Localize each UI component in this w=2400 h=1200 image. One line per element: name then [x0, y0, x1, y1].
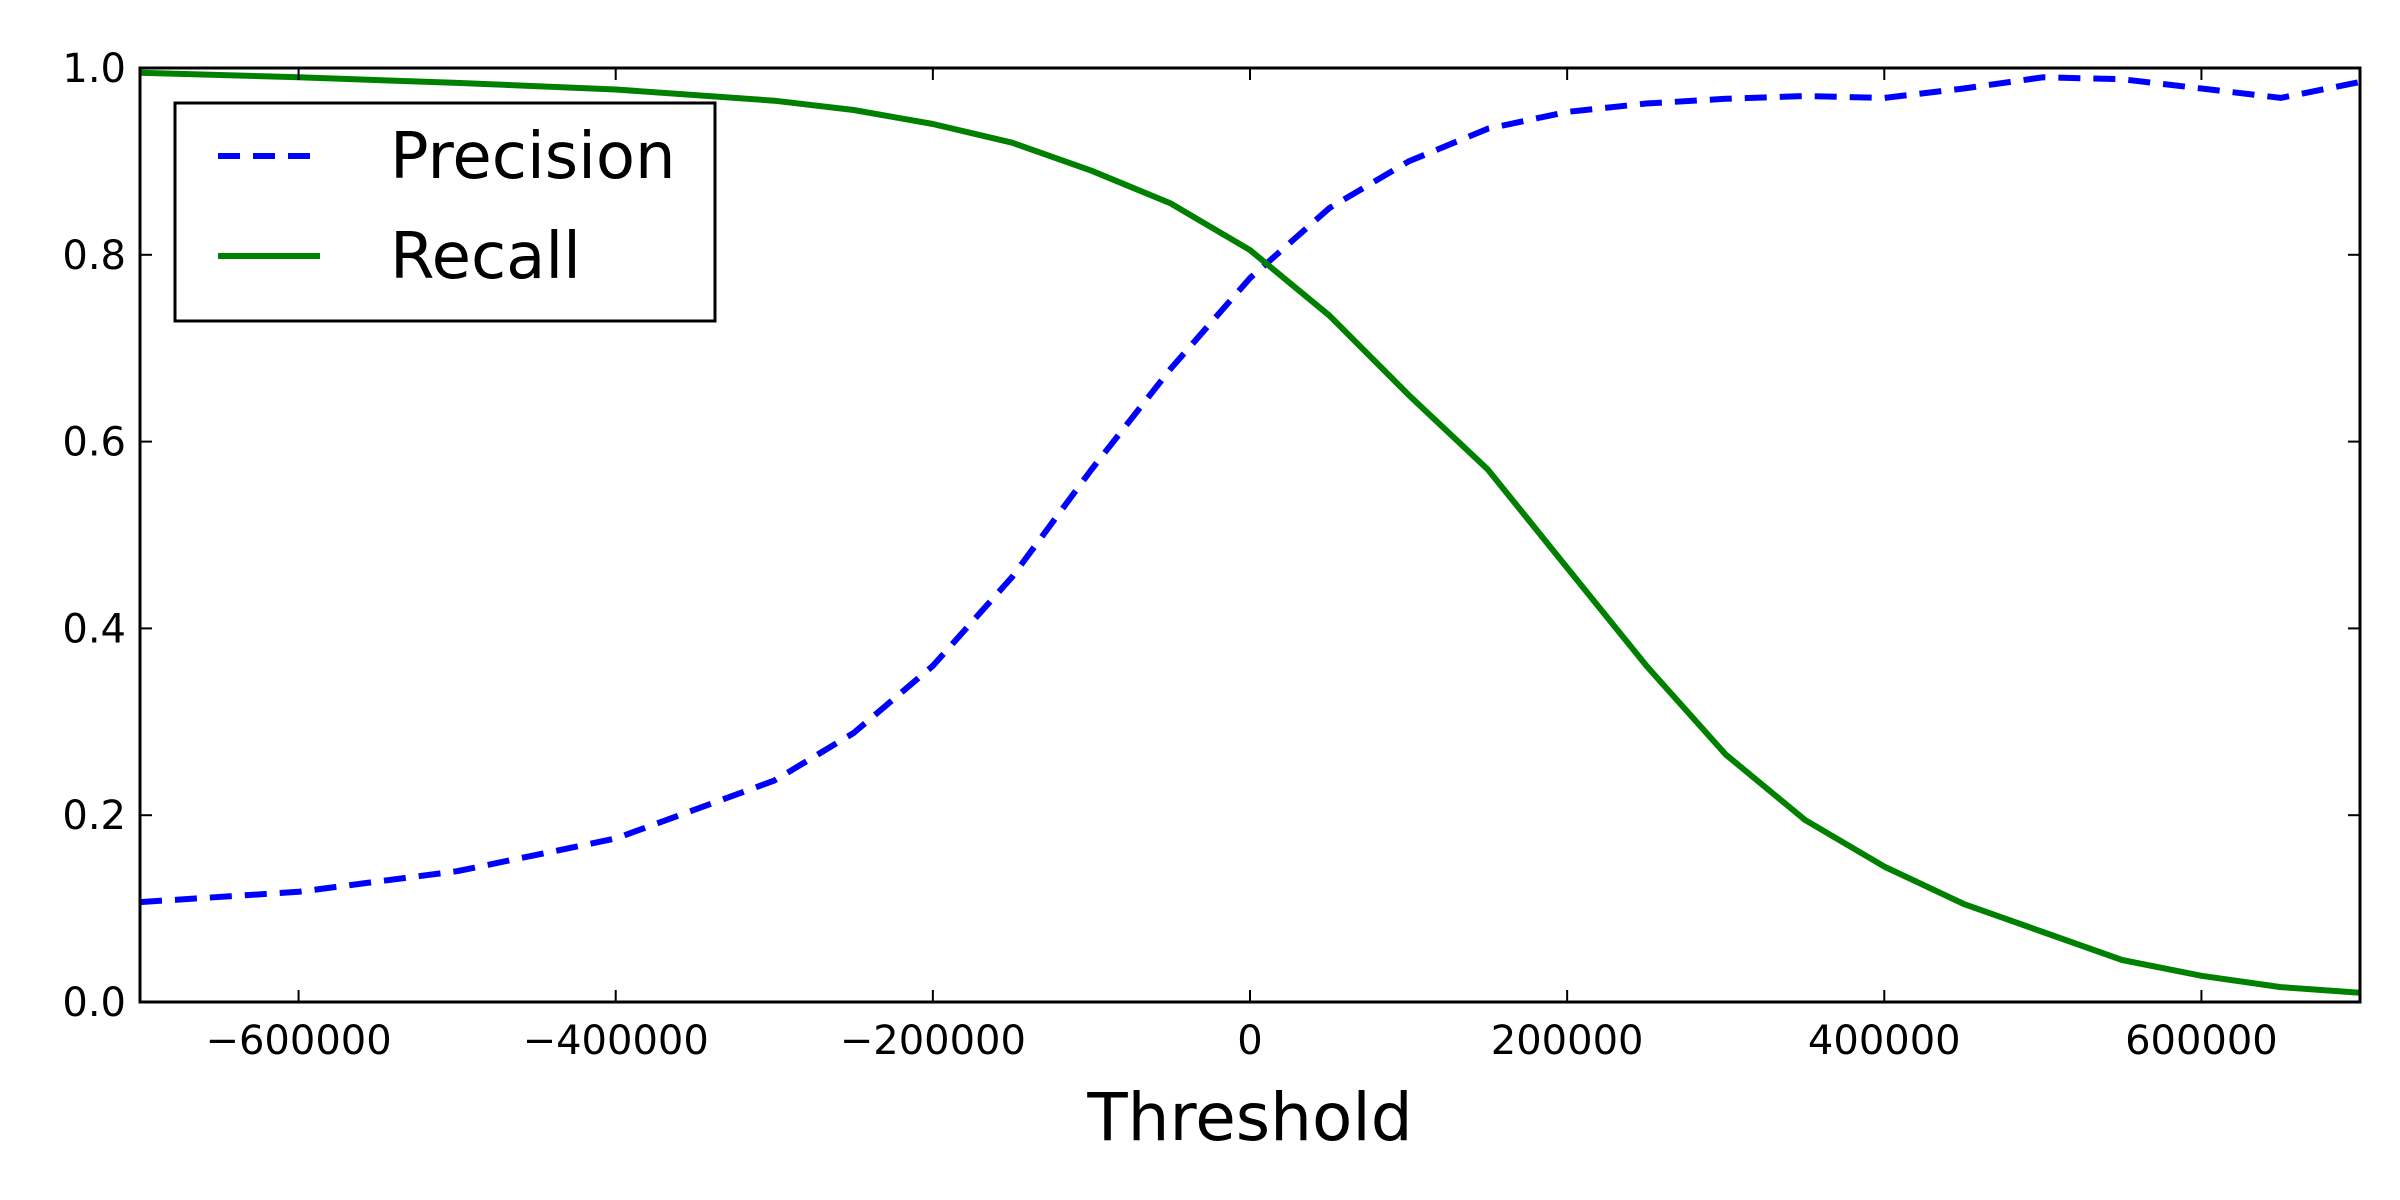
- x-axis-title: Threshold: [1086, 1079, 1412, 1156]
- tick-layer: −600000 −400000 −200000 0 200000 400000 600000…: [62, 46, 2360, 1064]
- x-tick-label: 0: [1237, 1018, 1262, 1064]
- series-line-precision: [140, 74, 2360, 906]
- series-line-recall: [140, 69, 2360, 996]
- legend-label-recall: Recall: [390, 220, 581, 294]
- legend-box: [173, 101, 717, 323]
- x-tick-label: −400000: [523, 1018, 709, 1064]
- x-tick-label: 600000: [2125, 1018, 2278, 1064]
- y-tick-label: 0.4: [62, 606, 126, 652]
- x-tick-label: −200000: [840, 1018, 1026, 1064]
- x-tick-label: 200000: [1491, 1018, 1644, 1064]
- y-tick-label: 0.6: [62, 420, 126, 466]
- y-tick-label: 1.0: [62, 46, 126, 92]
- y-tick-label: 0.0: [62, 980, 126, 1026]
- series-layer: [140, 69, 2360, 996]
- legend: Precision Recall: [173, 101, 717, 323]
- legend-label-precision: Precision: [390, 120, 676, 194]
- y-tick-label: 0.2: [62, 793, 126, 839]
- x-tick-label: −600000: [205, 1018, 391, 1064]
- x-tick-label: 400000: [1808, 1018, 1961, 1064]
- y-tick-label: 0.8: [62, 233, 126, 279]
